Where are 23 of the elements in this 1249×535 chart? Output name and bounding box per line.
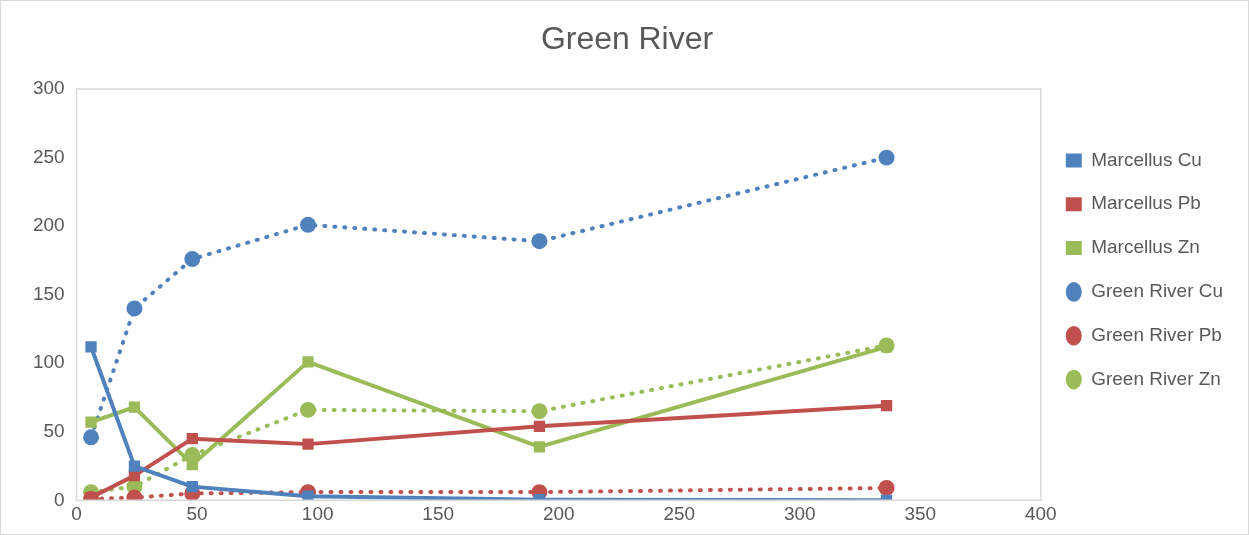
x-tick-label: 150 <box>422 502 454 524</box>
legend-label: Green River Pb <box>1091 323 1222 345</box>
x-tick-label: 0 <box>71 502 82 524</box>
y-tick-label: 150 <box>32 282 65 304</box>
x-tick-label: 400 <box>1025 502 1057 524</box>
chart-title: Green River <box>540 19 714 56</box>
y-tick-label: 50 <box>43 420 65 441</box>
x-tick-label: 50 <box>186 502 208 524</box>
y-tick-label: 0 <box>54 488 65 510</box>
legend-label: Green River Zn <box>1091 367 1221 389</box>
x-tick-label: 100 <box>301 502 334 524</box>
y-tick-label: 250 <box>32 145 65 167</box>
x-tick-label: 250 <box>663 502 696 524</box>
legend-label: Marcellus Pb <box>1091 192 1201 214</box>
x-tick-label: 300 <box>783 502 816 524</box>
y-tick-label: 200 <box>32 214 65 236</box>
y-tick-label: 100 <box>32 351 65 373</box>
legend-label: Green River Cu <box>1091 280 1223 302</box>
legend-label: Marcellus Zn <box>1091 236 1200 258</box>
x-tick-label: 350 <box>904 502 937 524</box>
y-tick-label: 300 <box>32 77 65 99</box>
x-tick-label: 200 <box>542 502 575 524</box>
legend-label: Marcellus Cu <box>1091 148 1202 170</box>
